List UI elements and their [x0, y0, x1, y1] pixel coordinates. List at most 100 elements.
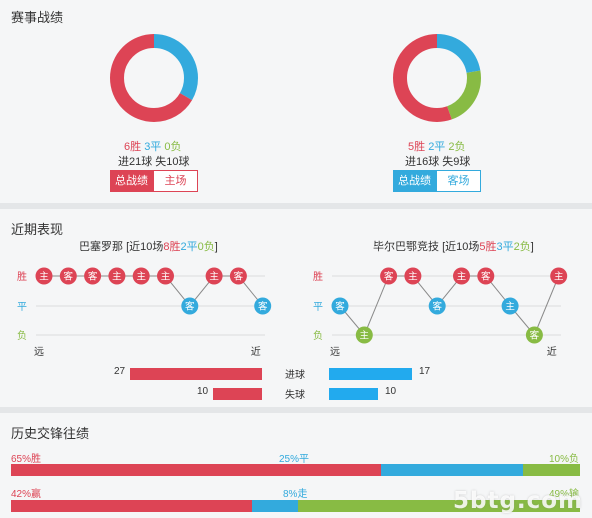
home-form-venue-label: 主	[112, 271, 122, 283]
handicap-segment-win	[11, 500, 253, 512]
away-axis-near-label: 近	[547, 345, 557, 358]
away-form-point[interactable]	[331, 297, 349, 315]
away-form-venue-label: 主	[554, 271, 564, 283]
home-form-point[interactable]	[254, 297, 272, 315]
home-donut-win-slice	[110, 34, 198, 122]
away-form-venue-label: 主	[408, 271, 418, 283]
away-row-label-loss: 负	[313, 329, 323, 342]
home-draws: 3平	[144, 141, 162, 153]
home-form-point[interactable]	[108, 267, 126, 285]
scored-label: 进球	[285, 370, 305, 381]
watermark-logo: 5btg.com	[453, 488, 584, 514]
home-losses: 0负	[164, 141, 182, 153]
handicap-win-label: 42%赢	[11, 489, 42, 500]
home-row-label-loss: 负	[17, 329, 27, 342]
home-form-point[interactable]	[229, 267, 247, 285]
away-form-venue-label: 主	[457, 271, 467, 283]
tab-home-all-record[interactable]: 总战绩	[110, 170, 153, 192]
home-row-label-win: 胜	[17, 271, 27, 283]
recent-title: 近期表现	[11, 222, 64, 237]
away-scored-value: 17	[419, 366, 431, 377]
away-goals: 进16球 失9球	[405, 156, 471, 168]
home-scored-value: 27	[114, 366, 126, 377]
home-record-donut	[110, 34, 198, 122]
away-conceded-value: 10	[385, 386, 397, 397]
home-form-point[interactable]	[157, 267, 174, 285]
record-title: 赛事战绩	[11, 10, 64, 25]
away-record-tabs: 总战绩 客场	[393, 170, 481, 192]
home-form-point[interactable]	[132, 267, 150, 285]
home-form-point[interactable]	[84, 267, 102, 285]
away-losses: 2负	[448, 141, 466, 153]
away-record-donut	[393, 34, 481, 122]
home-form-point[interactable]	[181, 297, 199, 315]
home-wins: 6胜	[124, 141, 142, 153]
home-record-summary: 6胜 3平 0负	[124, 138, 182, 154]
home-form-point[interactable]	[59, 267, 77, 285]
away-form-line	[339, 275, 560, 336]
record-panel: 赛事战绩 6胜 3平 0负 进21球 失10球 总战绩 主场 5胜 2平 2负 …	[0, 0, 592, 203]
tab-home-home-record[interactable]: 主场	[153, 170, 198, 192]
away-form-venue-label: 客	[530, 330, 540, 342]
away-form-point[interactable]	[550, 267, 568, 285]
away-form-venue-label: 主	[360, 330, 370, 342]
handicap-result-bar	[11, 500, 580, 512]
home-record-tabs: 总战绩 主场	[110, 170, 198, 192]
home-goals: 进21球 失10球	[118, 156, 190, 168]
tab-away-all-record[interactable]: 总战绩	[393, 170, 436, 192]
away-form-venue-label: 客	[335, 301, 345, 313]
history-segment-loss	[523, 464, 580, 476]
home-form-venue-label: 主	[39, 271, 49, 283]
away-form-point[interactable]	[501, 297, 519, 315]
history-result-bar	[11, 464, 580, 476]
home-form-venue-label: 主	[136, 271, 146, 283]
away-recent-header: 毕尔巴鄂竞技 [近10场5胜3平2负]	[373, 241, 534, 253]
home-form-line	[44, 275, 264, 307]
home-form-point[interactable]	[205, 267, 223, 285]
handicap-push-label: 8%走	[283, 489, 308, 500]
home-team-name: 巴塞罗那	[79, 241, 123, 253]
home-form-venue-label: 客	[64, 271, 74, 283]
handicap-segment-loss	[298, 500, 580, 512]
handicap-segment-draw	[252, 500, 299, 512]
home-form-venue-label: 客	[88, 271, 98, 283]
home-form-venue-label: 主	[161, 271, 171, 283]
away-row-label-win: 胜	[313, 271, 323, 283]
away-form-point[interactable]	[477, 267, 495, 285]
away-row-label-draw: 平	[313, 302, 323, 313]
history-loss-label: 10%负	[549, 454, 580, 465]
home-axis-far-label: 远	[34, 346, 44, 358]
home-form-point[interactable]	[35, 267, 53, 285]
away-form-point[interactable]	[404, 267, 422, 285]
home-form-venue-label: 客	[185, 301, 195, 313]
away-scored-bar	[329, 368, 413, 380]
recent-panel: 近期表现 巴塞罗那 [近10场8胜2平0负] 毕尔巴鄂竞技 [近10场5胜3平2…	[0, 209, 592, 407]
away-form-point[interactable]	[428, 297, 446, 315]
away-form-point[interactable]	[525, 326, 543, 344]
home-conceded-value: 10	[197, 386, 209, 397]
away-form-point[interactable]	[380, 267, 398, 285]
away-form-point[interactable]	[453, 267, 470, 285]
tab-away-away-record[interactable]: 客场	[436, 170, 481, 192]
home-row-label-draw: 平	[17, 302, 27, 313]
handicap-loss-label: 49%输	[549, 489, 580, 500]
away-wins: 5胜	[408, 141, 426, 153]
home-conceded-bar	[213, 388, 262, 400]
away-form-venue-label: 客	[384, 271, 394, 283]
history-segment-win	[11, 464, 381, 476]
home-form-venue-label: 主	[209, 271, 219, 283]
history-draw-label: 25%平	[279, 454, 310, 465]
home-recent-header: 巴塞罗那 [近10场8胜2平0负]	[79, 241, 218, 253]
away-form-venue-label: 主	[505, 301, 515, 313]
home-form-venue-label: 客	[258, 301, 268, 313]
conceded-label: 失球	[285, 390, 305, 401]
history-win-label: 65%胜	[11, 454, 42, 465]
away-form-point[interactable]	[355, 326, 373, 344]
home-form-chart: 胜平负主客客主主主客主 客客远近	[17, 267, 272, 358]
away-draws: 2平	[428, 141, 446, 153]
home-form-venue-label: 客	[234, 271, 244, 283]
home-scored-bar	[130, 368, 262, 380]
away-form-venue-label: 客	[481, 271, 491, 283]
history-panel: 历史交锋往绩 65%胜 25%平 10%负 42%赢 8%走 49%输	[0, 413, 592, 518]
away-donut-win-slice	[393, 34, 481, 122]
